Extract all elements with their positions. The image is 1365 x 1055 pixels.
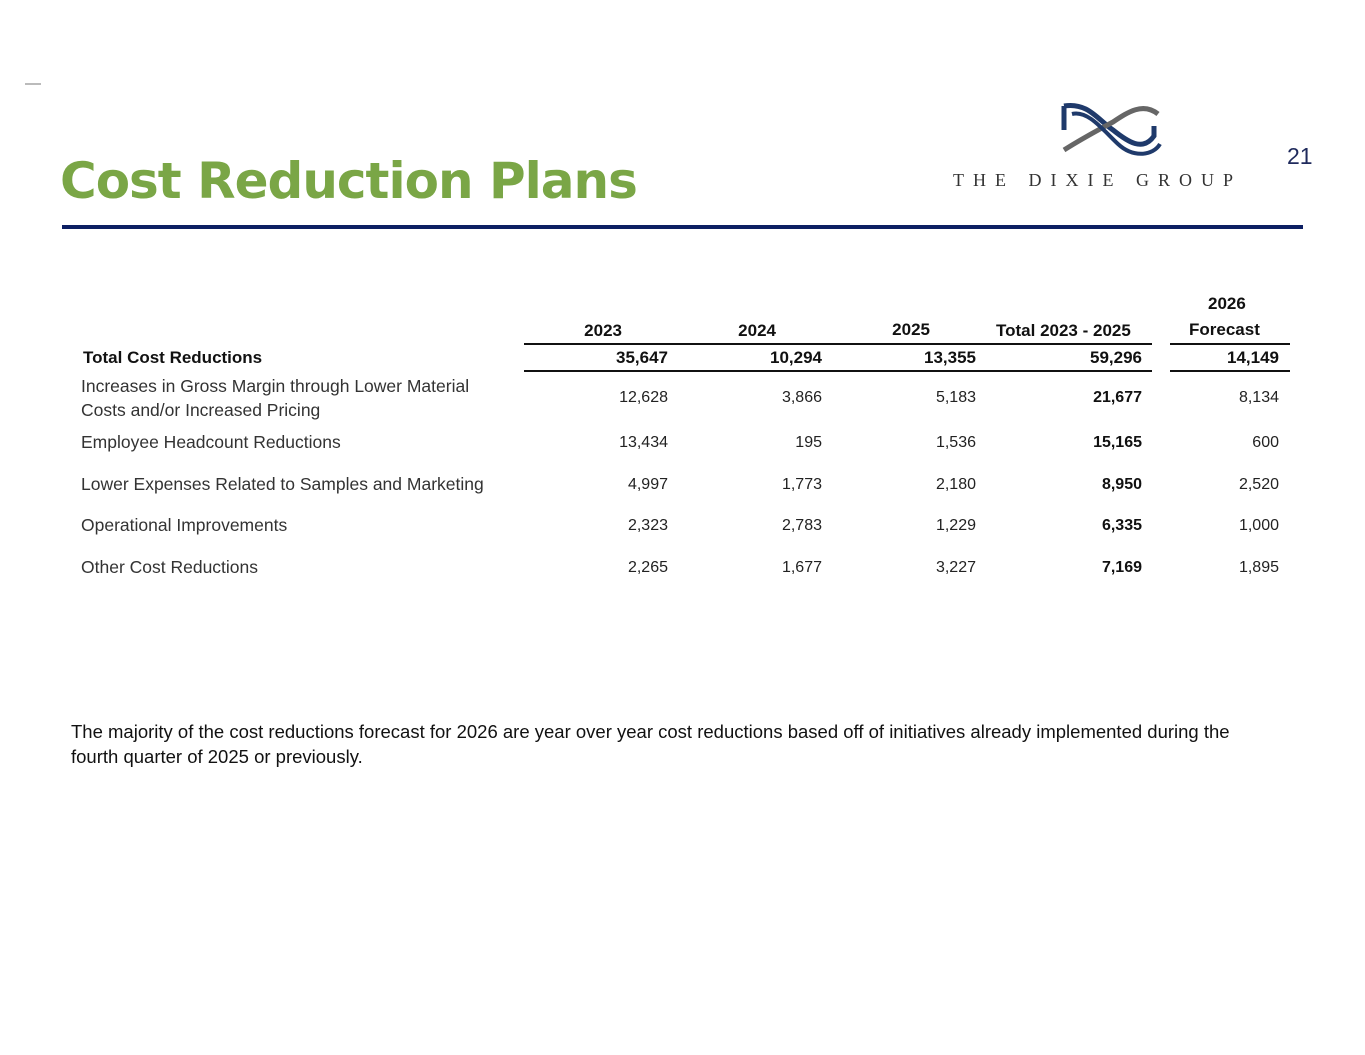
- total-underline: [524, 370, 1152, 372]
- total-2023: 35,647: [616, 348, 668, 367]
- row-value-2023: 2,323: [627, 517, 668, 534]
- row-value-2025: 5,183: [935, 389, 976, 406]
- row-value-2023: 4,997: [627, 476, 668, 493]
- row-label: Lower Expenses Related to Samples and Ma…: [81, 474, 484, 494]
- title-rule: [62, 225, 1303, 229]
- total-2026: 14,149: [1227, 348, 1279, 367]
- row-value-2024: 195: [795, 434, 822, 451]
- row-value-2024: 2,783: [781, 517, 822, 534]
- row-value-2025: 1,536: [935, 434, 976, 451]
- total-sum: 59,296: [1090, 348, 1142, 367]
- row-value-2024: 1,773: [781, 476, 822, 493]
- row-label: Employee Headcount Reductions: [81, 432, 341, 452]
- row-value-2024: 1,677: [781, 559, 822, 576]
- row-label-line2: Costs and/or Increased Pricing: [81, 400, 321, 420]
- col-header-2026: 2026: [1208, 294, 1246, 313]
- row-value-2026: 1,895: [1238, 559, 1279, 576]
- row-value-total: 21,677: [1093, 389, 1142, 406]
- row-value-2026: 600: [1252, 434, 1279, 451]
- row-value-total: 8,950: [1101, 476, 1142, 493]
- logo-text: THE DIXIE GROUP: [953, 170, 1242, 190]
- row-value-2025: 3,227: [935, 559, 976, 576]
- row-value-total: 7,169: [1101, 559, 1142, 576]
- row-label: Operational Improvements: [81, 515, 288, 535]
- col-header-2024: 2024: [738, 321, 776, 340]
- header-underline: [524, 343, 1152, 345]
- row-value-2026: 2,520: [1238, 476, 1279, 493]
- dixie-group-logo-icon: [1061, 102, 1162, 156]
- col-header-forecast: Forecast: [1189, 320, 1260, 339]
- col-header-2023: 2023: [584, 321, 622, 340]
- total-2025: 13,355: [924, 348, 976, 367]
- row-value-2023: 13,434: [619, 434, 668, 451]
- slide-title: Cost Reduction Plans: [60, 152, 638, 210]
- col-header-total: Total 2023 - 2025: [996, 321, 1131, 340]
- header-underline-forecast: [1170, 343, 1290, 345]
- row-label: Increases in Gross Margin through Lower …: [81, 376, 470, 396]
- row-value-2025: 2,180: [935, 476, 976, 493]
- row-value-2024: 3,866: [781, 389, 822, 406]
- page-number: 21: [1287, 143, 1313, 169]
- row-value-2026: 8,134: [1238, 389, 1279, 406]
- row-value-total: 15,165: [1093, 434, 1142, 451]
- row-label: Other Cost Reductions: [81, 557, 259, 577]
- row-value-2023: 12,628: [619, 389, 668, 406]
- row-value-2023: 2,265: [627, 559, 668, 576]
- total-underline-forecast: [1170, 370, 1290, 372]
- total-2024: 10,294: [770, 348, 822, 367]
- total-row-label: Total Cost Reductions: [83, 348, 263, 367]
- tiny-marking: [25, 83, 41, 85]
- footnote-text: The majority of the cost reductions fore…: [71, 721, 1230, 767]
- row-value-2025: 1,229: [935, 517, 976, 534]
- row-value-total: 6,335: [1101, 517, 1142, 534]
- row-value-2026: 1,000: [1238, 517, 1279, 534]
- col-header-2025: 2025: [892, 320, 930, 339]
